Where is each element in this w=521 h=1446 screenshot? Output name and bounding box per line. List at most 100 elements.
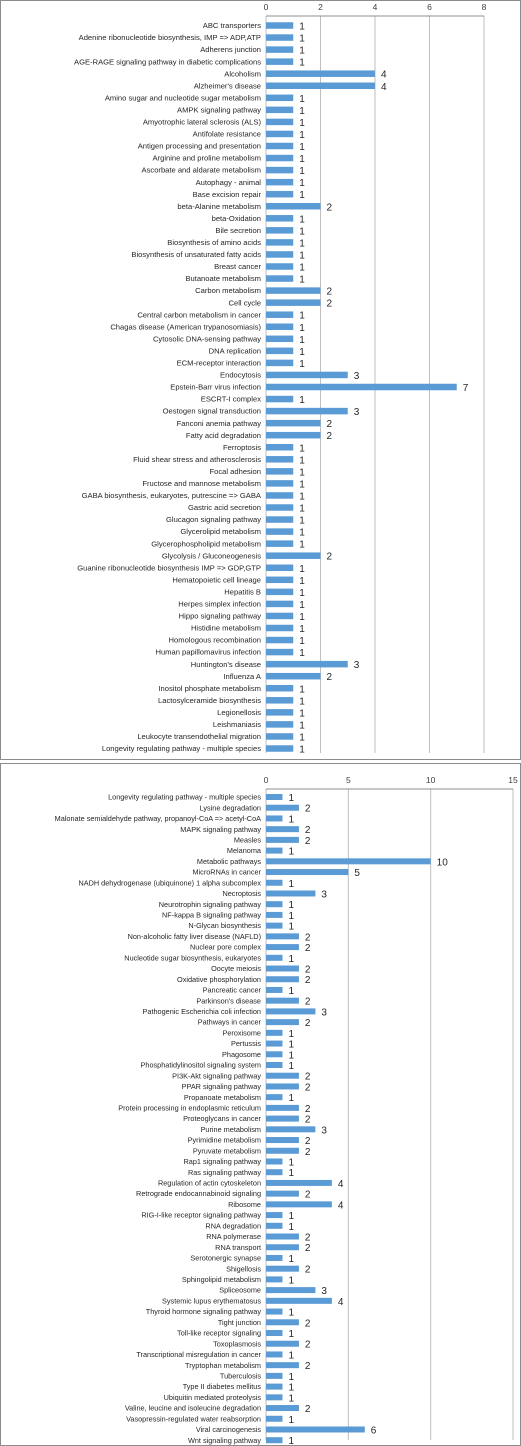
data-label: 1 bbox=[299, 491, 305, 502]
data-label: 1 bbox=[299, 708, 305, 719]
x-tick-label: 10 bbox=[426, 775, 436, 785]
category-label: Focal adhesion bbox=[209, 467, 261, 476]
category-label: MAPK signaling pathway bbox=[180, 825, 261, 834]
category-label: Proteoglycans in cancer bbox=[183, 1114, 261, 1123]
bar bbox=[266, 858, 431, 865]
category-label: Biosynthesis of unsaturated fatty acids bbox=[131, 250, 261, 259]
bar bbox=[266, 1062, 283, 1068]
bar bbox=[266, 22, 294, 29]
data-label: 1 bbox=[299, 624, 305, 635]
bar bbox=[266, 672, 321, 680]
data-label: 4 bbox=[338, 1297, 344, 1308]
category-label: Wnt signaling pathway bbox=[188, 1436, 261, 1445]
data-label: 2 bbox=[305, 1361, 311, 1372]
data-label: 1 bbox=[288, 1222, 294, 1233]
data-label: 1 bbox=[299, 154, 305, 165]
category-label: Serotonergic synapse bbox=[190, 1254, 261, 1263]
bar bbox=[266, 922, 283, 929]
category-label: Chagas disease (American trypanosomiasis… bbox=[110, 322, 261, 331]
category-label: RNA degradation bbox=[205, 1221, 261, 1230]
category-label: Alcoholism bbox=[224, 69, 261, 78]
bar bbox=[266, 444, 294, 451]
data-label: 4 bbox=[381, 70, 387, 81]
data-label: 1 bbox=[299, 588, 305, 599]
bar bbox=[266, 516, 294, 523]
data-label: 1 bbox=[288, 1308, 294, 1319]
bar bbox=[266, 1222, 283, 1229]
bar bbox=[266, 976, 299, 983]
data-label: 1 bbox=[299, 540, 305, 551]
bar bbox=[266, 239, 294, 246]
bar bbox=[266, 1415, 283, 1422]
data-label: 1 bbox=[288, 814, 294, 825]
data-label: 2 bbox=[305, 997, 311, 1008]
category-label: Nucleotide sugar biosynthesis, eukaryote… bbox=[124, 953, 261, 962]
bar bbox=[266, 794, 283, 800]
data-label: 4 bbox=[381, 82, 387, 93]
data-label: 1 bbox=[299, 359, 305, 370]
bar bbox=[266, 492, 294, 499]
bar bbox=[266, 1362, 299, 1369]
data-label: 2 bbox=[305, 1136, 311, 1147]
bar bbox=[266, 383, 457, 391]
category-label: Autophagy - animal bbox=[196, 178, 262, 187]
category-label: Regulation of actin cytoskeleton bbox=[158, 1179, 261, 1188]
data-label: 1 bbox=[288, 1350, 294, 1361]
category-label: Systemic lupus erythematosus bbox=[162, 1296, 261, 1305]
category-label: beta-Alanine metabolism bbox=[177, 202, 261, 211]
category-label: Breast cancer bbox=[214, 262, 261, 271]
bar bbox=[266, 1233, 299, 1240]
data-label: 1 bbox=[288, 793, 294, 804]
bar bbox=[266, 1190, 299, 1197]
category-label: beta-Oxidation bbox=[212, 214, 261, 223]
data-label: 1 bbox=[299, 58, 305, 69]
bar bbox=[266, 311, 294, 318]
data-label: 1 bbox=[288, 1029, 294, 1040]
category-label: Fanconi anemia pathway bbox=[177, 419, 262, 428]
bar bbox=[266, 933, 299, 940]
category-label: Cytosolic DNA-sensing pathway bbox=[153, 334, 261, 343]
data-label: 1 bbox=[299, 34, 305, 45]
category-label: ABC transporters bbox=[203, 21, 261, 30]
category-label: N-Glycan biosynthesis bbox=[188, 921, 261, 930]
bar bbox=[266, 215, 294, 222]
bar bbox=[266, 600, 294, 608]
bar bbox=[266, 1083, 299, 1090]
bar bbox=[266, 178, 294, 186]
bar bbox=[266, 130, 294, 138]
category-label: DNA replication bbox=[209, 346, 261, 355]
data-label: 1 bbox=[288, 1050, 294, 1061]
bar bbox=[266, 624, 294, 632]
bar bbox=[266, 263, 294, 270]
data-label: 1 bbox=[299, 238, 305, 249]
data-label: 1 bbox=[299, 335, 305, 346]
data-label: 2 bbox=[305, 825, 311, 836]
category-label: Fatty acid degradation bbox=[186, 431, 261, 440]
category-label: AMPK signaling pathway bbox=[177, 105, 261, 114]
category-label: ESCRT-I complex bbox=[201, 395, 261, 404]
data-label: 1 bbox=[299, 166, 305, 177]
chart-panel-2: 0 5 10 15 Longevity regulating pathway - mul… bbox=[0, 763, 521, 1446]
bar bbox=[266, 1158, 283, 1165]
data-label: 1 bbox=[288, 911, 294, 922]
category-label: Amyotrophic lateral sclerosis (ALS) bbox=[143, 118, 262, 127]
category-label: Nuclear pore complex bbox=[190, 943, 261, 952]
bar bbox=[266, 890, 316, 897]
bar bbox=[266, 419, 321, 427]
category-label: Hippo signaling pathway bbox=[179, 612, 262, 621]
bar bbox=[266, 721, 294, 728]
bar bbox=[266, 697, 294, 704]
data-label: 1 bbox=[288, 1093, 294, 1104]
data-label: 1 bbox=[288, 1415, 294, 1426]
category-label: Rap1 signaling pathway bbox=[184, 1157, 262, 1166]
category-label: Protein processing in endoplasmic reticu… bbox=[118, 1103, 261, 1112]
category-label: Alzheimer's disease bbox=[194, 81, 261, 90]
data-label: 1 bbox=[288, 1168, 294, 1179]
data-label: 1 bbox=[288, 847, 294, 858]
bar bbox=[266, 1179, 332, 1186]
bar bbox=[266, 965, 299, 972]
data-label: 2 bbox=[327, 552, 333, 563]
data-label: 3 bbox=[354, 407, 360, 418]
data-label: 3 bbox=[321, 1007, 327, 1018]
bar bbox=[266, 154, 294, 162]
